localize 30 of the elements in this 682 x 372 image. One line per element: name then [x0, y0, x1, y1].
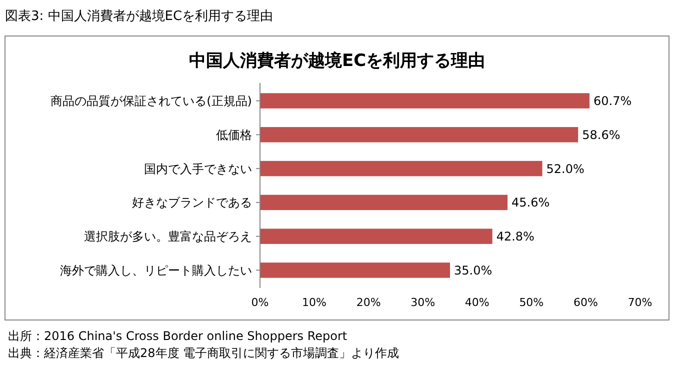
data-label: 58.6%	[582, 128, 620, 142]
x-tick-label: 20%	[356, 296, 381, 309]
bar	[260, 160, 542, 176]
source-note: 出典：経済産業省「平成28年度 電子商取引に関する市場調査」より作成	[8, 346, 400, 360]
x-tick-label: 10%	[302, 296, 327, 309]
data-label: 45.6%	[512, 196, 550, 210]
bar	[260, 127, 578, 142]
x-tick-label: 50%	[519, 296, 544, 309]
data-label: 35.0%	[454, 263, 492, 278]
y-tick-label: 商品の品質が保証されている(正規品)	[50, 94, 252, 108]
data-label: 60.7%	[594, 94, 632, 108]
bar	[260, 228, 492, 244]
x-tick-label: 0%	[251, 296, 269, 309]
x-tick-label: 70%	[628, 296, 652, 309]
y-tick-label: 海外で購入し、リピート購入したい	[60, 263, 252, 278]
bar	[260, 262, 450, 278]
y-tick-label: 低価格	[216, 128, 252, 142]
bar	[260, 93, 590, 108]
x-tick-label: 60%	[573, 296, 598, 309]
y-tick-label: 好きなブランドである	[132, 196, 252, 210]
text: 図表3: 中国人消費者が越境ECを利用する理由	[5, 8, 274, 24]
y-tick-label: 国内で入手できない	[144, 162, 252, 176]
data-label: 52.0%	[546, 162, 584, 176]
data-label: 42.8%	[496, 230, 534, 244]
y-tick-label: 選択肢が多い。豊富な品ぞろえ	[84, 230, 252, 244]
text: 出所：2016 China's Cross Border online Shoppers Report	[8, 329, 348, 343]
x-tick-label: 40%	[464, 296, 490, 309]
x-tick-label: 30%	[410, 296, 436, 309]
chart-title: 中国人消費者が越境ECを利用する理由	[188, 51, 486, 71]
bar	[260, 194, 508, 210]
